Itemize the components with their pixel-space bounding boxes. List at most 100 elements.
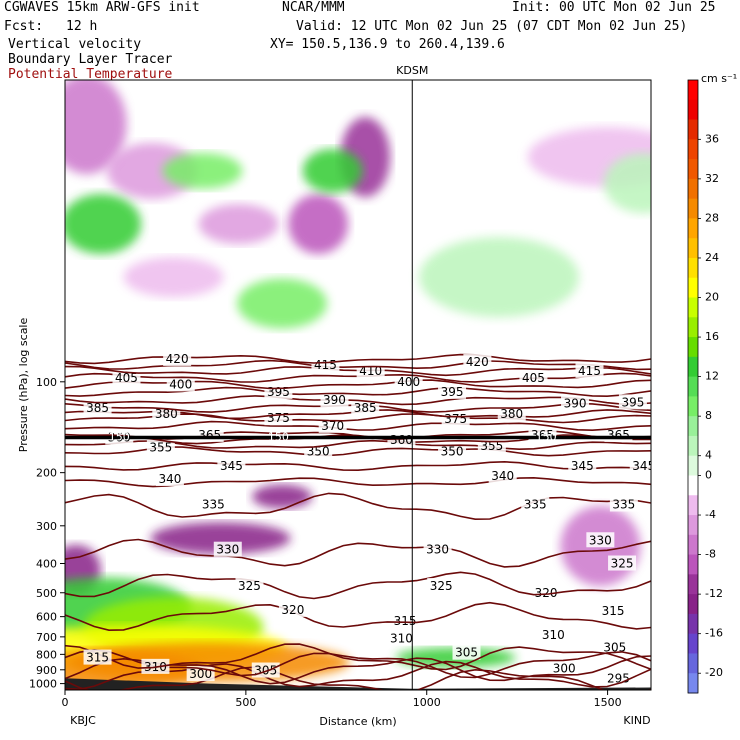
theta-label-380-0: 380 xyxy=(155,407,178,421)
theta-label-bg-335-2 xyxy=(609,496,638,512)
org-label: NCAR/MMM xyxy=(282,0,345,15)
colorbar-swatch-29 xyxy=(688,653,698,674)
tropopause-label-1: 150 xyxy=(268,431,289,444)
colorbar-swatch-30 xyxy=(688,673,698,694)
colorbar-swatch-25 xyxy=(688,574,698,595)
colorbar-swatch-26 xyxy=(688,594,698,615)
theta-label-365-0: 365 xyxy=(198,428,221,442)
field-boundary-layer-tracer: Boundary Layer Tracer xyxy=(8,52,173,67)
theta-label-400-1: 400 xyxy=(397,375,420,389)
colorbar-swatch-22 xyxy=(688,515,698,536)
theta-label-335-2: 335 xyxy=(612,497,635,511)
theta-label-305-1: 305 xyxy=(455,646,478,660)
theta-label-bg-310-2 xyxy=(539,626,568,642)
theta-label-bg-355-0 xyxy=(146,439,175,455)
w-feature-14 xyxy=(150,522,291,555)
w-feature-5 xyxy=(65,194,142,254)
y-tick-label-200: 200 xyxy=(36,467,57,480)
tropopause-label-2: 150 xyxy=(536,431,557,444)
w-feature-6 xyxy=(162,152,243,189)
colorbar-swatch-13 xyxy=(688,337,698,358)
theta-label-bg-345-0 xyxy=(217,457,246,473)
theta-label-bg-310-1 xyxy=(387,630,416,646)
theta-label-bg-420-1 xyxy=(463,354,492,370)
w-feature-7 xyxy=(302,148,363,193)
station-label-KDSM: KDSM xyxy=(396,64,428,77)
colorbar-swatch-20 xyxy=(688,475,698,496)
y-tick-label-300: 300 xyxy=(36,520,57,533)
theta-label-350-1: 350 xyxy=(441,444,464,458)
theta-label-bg-330-1 xyxy=(423,541,452,557)
w-feature-2 xyxy=(198,203,279,244)
theta-label-315-1: 315 xyxy=(394,614,417,628)
theta-label-370-0: 370 xyxy=(321,419,344,433)
theta-contour-345 xyxy=(65,460,651,472)
theta-label-300-1: 300 xyxy=(553,661,576,675)
theta-label-bg-320-1 xyxy=(532,584,561,600)
theta-label-420-0: 420 xyxy=(166,352,189,366)
colorbar-swatch-21 xyxy=(688,495,698,516)
theta-contour-400 xyxy=(65,379,651,390)
station-label-KIND: KIND xyxy=(623,714,650,727)
theta-label-375-1: 375 xyxy=(444,412,467,426)
colorbar-frame xyxy=(687,79,699,694)
colorbar-label-10: -4 xyxy=(705,508,716,521)
theta-label-330-2: 330 xyxy=(589,533,612,547)
theta-label-bg-310-0 xyxy=(141,658,170,674)
theta-label-415-0: 415 xyxy=(314,358,337,372)
w-feature-0 xyxy=(65,80,127,175)
theta-label-340-1: 340 xyxy=(491,469,514,483)
theta-label-bg-395-2 xyxy=(618,394,647,410)
colorbar-label-3: 24 xyxy=(705,251,719,264)
theta-label-395-1: 395 xyxy=(441,385,464,399)
colorbar-swatch-10 xyxy=(688,277,698,299)
y-tick-label-900: 900 xyxy=(36,664,57,677)
w-feature-1 xyxy=(106,142,197,199)
colorbar-label-9: 0 xyxy=(705,468,712,481)
theta-label-365-2: 365 xyxy=(607,428,630,442)
theta-label-bg-400-1 xyxy=(394,373,423,389)
colorbar-swatch-5 xyxy=(688,178,698,200)
theta-label-390-0: 390 xyxy=(323,393,346,407)
y-tick-label-500: 500 xyxy=(36,587,57,600)
y-tick-label-800: 800 xyxy=(36,648,57,661)
theta-label-325-0: 325 xyxy=(238,579,261,593)
theta-label-310-1: 310 xyxy=(390,632,413,646)
theta-label-315-0: 315 xyxy=(86,651,109,665)
colorbar-swatch-15 xyxy=(688,376,698,397)
theta-label-bg-330-2 xyxy=(586,532,615,548)
w-feature-11 xyxy=(419,237,580,318)
init-time: Init: 00 UTC Mon 02 Jun 25 xyxy=(512,0,716,15)
theta-label-320-0: 320 xyxy=(281,603,304,617)
theta-label-bg-400-0 xyxy=(166,376,195,392)
theta-contour-395 xyxy=(65,386,651,398)
y-axis-title: Pressure (hPa), log scale xyxy=(17,318,30,453)
theta-label-385-0: 385 xyxy=(86,401,109,415)
colorbar-label-13: -16 xyxy=(705,627,723,640)
theta-label-310-2: 310 xyxy=(542,628,565,642)
theta-label-305-2: 305 xyxy=(603,641,626,655)
theta-contour-330 xyxy=(65,538,651,568)
colorbar-label-14: -20 xyxy=(705,666,723,679)
theta-label-bg-420-0 xyxy=(163,350,192,366)
theta-label-380-1: 380 xyxy=(500,407,523,421)
theta-label-bg-320-0 xyxy=(278,601,307,617)
theta-contour-315 xyxy=(65,643,651,671)
theta-label-300-0: 300 xyxy=(189,667,212,681)
theta-label-350-0: 350 xyxy=(307,444,330,458)
colorbar-swatch-11 xyxy=(688,297,698,318)
theta-label-385-1: 385 xyxy=(354,401,377,415)
colorbar-label-2: 28 xyxy=(705,211,719,224)
x-tick-label-1500: 1500 xyxy=(594,696,622,709)
theta-label-bg-335-0 xyxy=(199,496,228,512)
theta-label-375-0: 375 xyxy=(267,411,290,425)
theta-contour-420 xyxy=(65,353,651,365)
colorbar-swatch-0 xyxy=(688,80,698,101)
theta-label-355-0: 355 xyxy=(149,440,172,454)
colorbar-swatch-24 xyxy=(688,554,698,575)
theta-label-395-2: 395 xyxy=(621,395,644,409)
colorbar-swatch-12 xyxy=(688,317,698,338)
theta-label-335-1: 335 xyxy=(524,497,547,511)
